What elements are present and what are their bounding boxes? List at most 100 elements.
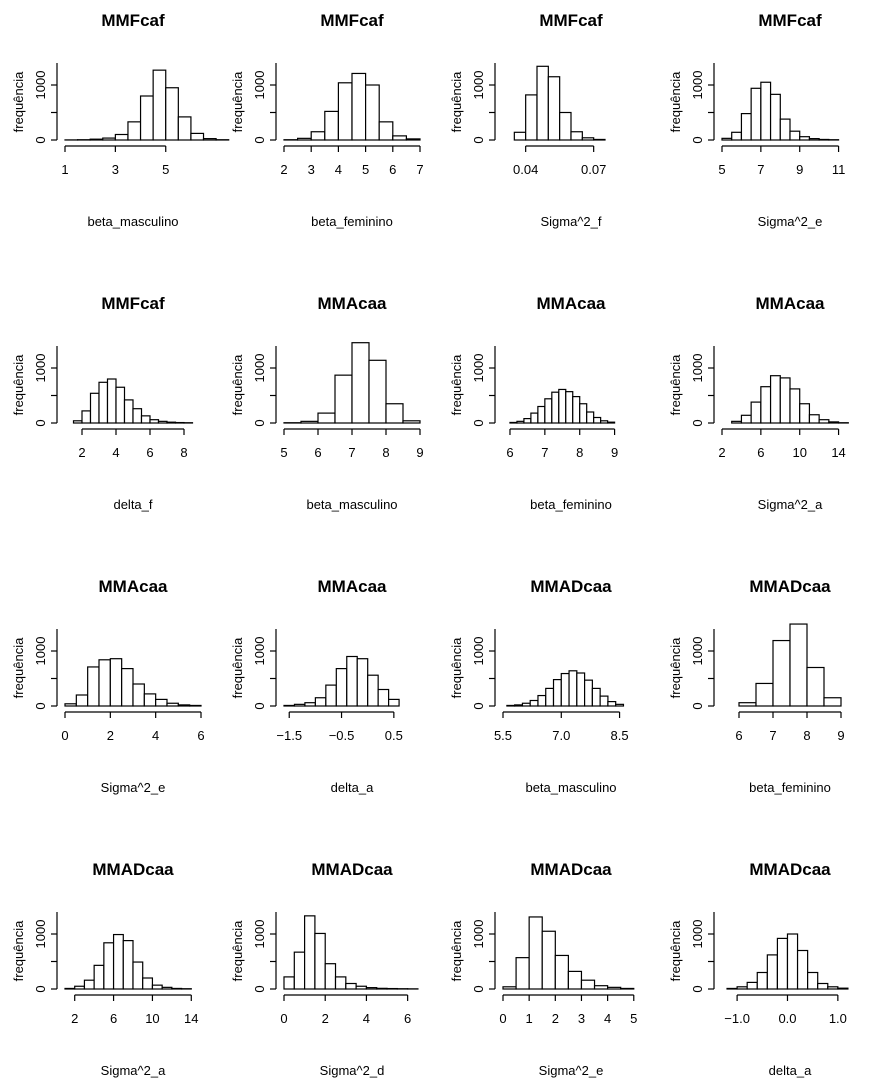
histogram-bar — [806, 666, 825, 707]
y-tick-label: 0 — [33, 419, 48, 426]
chart-title: MMADcaa — [530, 577, 612, 596]
chart-title: MMADcaa — [530, 860, 612, 879]
histogram-bar — [837, 987, 849, 990]
histogram-bar — [731, 420, 743, 424]
x-tick-label: 6 — [110, 1011, 117, 1026]
histogram-bar — [300, 420, 319, 424]
x-tick-label: 9 — [611, 445, 618, 460]
histogram-bar — [746, 981, 758, 990]
x-tick-label: 8 — [576, 445, 583, 460]
histogram-bar — [607, 421, 616, 424]
histogram-bar — [98, 659, 111, 707]
histogram-bar — [547, 76, 561, 141]
x-tick-label: 14 — [831, 445, 845, 460]
y-tick-label: 1000 — [252, 920, 267, 949]
histogram-bar — [516, 420, 525, 424]
histogram-bar — [142, 977, 154, 990]
x-tick-label: 6 — [404, 1011, 411, 1026]
y-tick-label: 1000 — [690, 71, 705, 100]
histogram-bar — [304, 702, 316, 707]
y-tick-label: 0 — [471, 985, 486, 992]
y-tick-label: 1000 — [252, 354, 267, 383]
y-tick-label: 0 — [252, 419, 267, 426]
histogram-bar — [377, 688, 390, 707]
y-tick-label: 0 — [33, 985, 48, 992]
x-axis-label: beta_feminino — [749, 780, 831, 795]
histogram-bar — [755, 682, 774, 707]
histogram-bar — [140, 415, 151, 424]
histogram-panel: MMFcaf 1 3 5 0 1000 beta_masculino frequência — [11, 11, 230, 229]
histogram-bar — [515, 957, 530, 990]
histogram-bar — [337, 82, 353, 141]
y-axis-label: frequência — [230, 637, 245, 698]
histogram-bar — [293, 703, 306, 707]
histogram-bar — [776, 937, 789, 990]
histogram-bar — [109, 658, 123, 707]
histogram-bar — [607, 701, 617, 707]
histogram-bar — [334, 374, 353, 424]
histogram-bar — [122, 939, 134, 990]
histogram-bar — [620, 987, 635, 990]
y-tick-label: 1000 — [690, 354, 705, 383]
y-tick-label: 1000 — [252, 637, 267, 666]
y-axis-label: frequência — [668, 637, 683, 698]
y-tick-label: 0 — [33, 136, 48, 143]
histogram-bar — [599, 695, 609, 707]
histogram-bar — [365, 84, 380, 141]
histogram-bar — [324, 963, 337, 990]
histogram-bar — [537, 694, 547, 707]
histogram-bar — [817, 982, 829, 990]
y-tick-label: 0 — [471, 419, 486, 426]
x-tick-label: 9 — [796, 162, 803, 177]
histogram-bar — [317, 412, 336, 424]
histogram-bar — [552, 678, 562, 707]
histogram-bar — [615, 703, 625, 707]
histogram-bar — [356, 658, 369, 707]
x-tick-label: 7 — [416, 162, 423, 177]
x-tick-label: −1.5 — [276, 728, 302, 743]
histogram-bar — [405, 138, 421, 141]
histogram-bar — [64, 703, 77, 707]
x-tick-label: 2 — [552, 1011, 559, 1026]
histogram-bar — [554, 954, 569, 990]
histogram-bar — [559, 111, 572, 141]
histogram-bar — [106, 378, 117, 424]
histogram-bar — [388, 698, 400, 707]
histogram-bar — [283, 976, 295, 990]
x-axis-label: Sigma^2_e — [101, 780, 166, 795]
x-tick-label: −0.5 — [329, 728, 355, 743]
x-tick-label: 8.5 — [611, 728, 629, 743]
histogram-bar — [293, 951, 306, 990]
histogram-bar — [166, 421, 177, 424]
x-tick-label: 4 — [112, 445, 119, 460]
y-axis-label: frequência — [668, 920, 683, 981]
y-tick-label: 0 — [252, 136, 267, 143]
histogram-bar — [528, 916, 543, 990]
histogram-bar — [537, 405, 546, 424]
x-tick-label: 5 — [362, 162, 369, 177]
x-tick-label: 2 — [718, 445, 725, 460]
x-tick-label: 6 — [735, 728, 742, 743]
x-tick-label: 6 — [146, 445, 153, 460]
histogram-panel: MMFcaf 2 4 6 8 0 1000 delta_f frequência — [11, 294, 194, 512]
histogram-bar — [523, 418, 532, 424]
x-tick-label: 2 — [78, 445, 85, 460]
histogram-bar — [529, 699, 539, 707]
y-axis-label: frequência — [230, 71, 245, 132]
x-axis-label: beta_feminino — [311, 214, 393, 229]
histogram-panel: MMFcaf 0.04 0.07 0 1000 Sigma^2_f frequência — [449, 11, 606, 229]
histogram-bar — [132, 408, 143, 424]
histogram-bar — [808, 138, 820, 141]
histogram-panel: MMFcaf 5 7 9 11 0 1000 Sigma^2_e frequência — [668, 11, 845, 229]
x-tick-label: 3 — [112, 162, 119, 177]
histogram-bar — [161, 986, 173, 990]
x-tick-label: 1 — [526, 1011, 533, 1026]
y-tick-label: 1000 — [471, 920, 486, 949]
histogram-bar — [506, 704, 516, 707]
histogram-bar — [818, 419, 830, 424]
histogram-bar — [514, 704, 524, 707]
x-axis-label: beta_masculino — [525, 780, 616, 795]
histogram-panel: MMADcaa 6 7 8 9 0 1000 beta_feminino frequência — [668, 577, 845, 795]
x-tick-label: 7 — [541, 445, 548, 460]
chart-title: MMADcaa — [311, 860, 393, 879]
